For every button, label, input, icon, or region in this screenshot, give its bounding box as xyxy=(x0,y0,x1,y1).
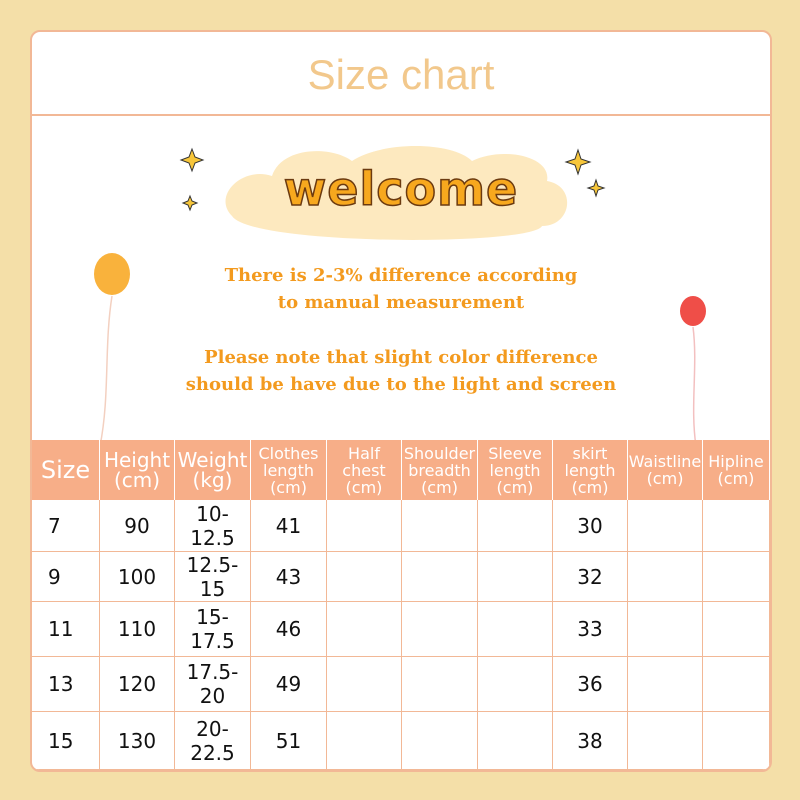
table-cell: 7 xyxy=(32,500,100,552)
table-cell xyxy=(628,552,703,602)
table-cell: 10-12.5 xyxy=(175,500,251,552)
table-cell xyxy=(703,602,770,657)
size-card: Size chart welcome There is 2-3% differe… xyxy=(30,30,772,772)
table-cell xyxy=(402,657,478,712)
table-cell xyxy=(402,500,478,552)
table-cell: 110 xyxy=(100,602,175,657)
table-cell xyxy=(703,500,770,552)
balloon xyxy=(680,296,706,326)
column-header: Half chest (cm) xyxy=(327,440,402,500)
note-line: should be have due to the light and scre… xyxy=(185,374,617,395)
sparkle xyxy=(564,148,592,176)
column-header: Size xyxy=(32,440,100,500)
table-cell xyxy=(402,712,478,770)
table-cell: 41 xyxy=(251,500,327,552)
column-header: Waistline (cm) xyxy=(628,440,703,500)
table-cell: 11 xyxy=(32,602,100,657)
table-cell xyxy=(327,602,402,657)
table-cell xyxy=(402,602,478,657)
table-cell xyxy=(703,552,770,602)
table-cell: 130 xyxy=(100,712,175,770)
note-line: There is 2-3% difference according xyxy=(224,265,578,286)
table-cell xyxy=(478,657,553,712)
table-cell xyxy=(703,712,770,770)
cloud xyxy=(225,146,568,240)
column-header: Clothes length (cm) xyxy=(251,440,327,500)
table-cell xyxy=(402,552,478,602)
column-header: Weight (kg) xyxy=(175,440,251,500)
table-cell: 15 xyxy=(32,712,100,770)
table-cell: 12.5-15 xyxy=(175,552,251,602)
table-cell: 120 xyxy=(100,657,175,712)
table-cell: 20-22.5 xyxy=(175,712,251,770)
table-cell: 9 xyxy=(32,552,100,602)
table-cell xyxy=(478,602,553,657)
table-cell xyxy=(478,552,553,602)
table-cell: 13 xyxy=(32,657,100,712)
table-cell xyxy=(478,712,553,770)
table-cell: 100 xyxy=(100,552,175,602)
column-header: Hipline (cm) xyxy=(703,440,770,500)
table-cell xyxy=(327,552,402,602)
table-cell xyxy=(628,657,703,712)
table-cell: 38 xyxy=(553,712,628,770)
sparkle xyxy=(179,147,205,173)
title: Size chart xyxy=(32,32,770,116)
balloon xyxy=(94,253,130,295)
table-cell: 43 xyxy=(251,552,327,602)
decoration xyxy=(94,146,706,447)
table-cell: 51 xyxy=(251,712,327,770)
sparkle xyxy=(586,178,606,198)
note-line: to manual measurement xyxy=(277,292,525,313)
table-cell: 30 xyxy=(553,500,628,552)
table-cell xyxy=(628,500,703,552)
sparkle xyxy=(181,194,199,212)
table-cell xyxy=(628,712,703,770)
table-cell xyxy=(327,657,402,712)
table-cell: 33 xyxy=(553,602,628,657)
table-cell xyxy=(478,500,553,552)
column-header: Height (cm) xyxy=(100,440,175,500)
table-cell xyxy=(703,657,770,712)
welcome: welcome xyxy=(283,161,519,217)
table-cell: 32 xyxy=(553,552,628,602)
table-cell: 46 xyxy=(251,602,327,657)
table-cell xyxy=(327,712,402,770)
table-cell: 36 xyxy=(553,657,628,712)
column-header: Sleeve length (cm) xyxy=(478,440,553,500)
table-cell: 49 xyxy=(251,657,327,712)
table-cell: 17.5-20 xyxy=(175,657,251,712)
column-header: Shoulder breadth (cm) xyxy=(402,440,478,500)
table-cell xyxy=(327,500,402,552)
table-cell: 15-17.5 xyxy=(175,602,251,657)
table-cell xyxy=(628,602,703,657)
column-header: skirt length (cm) xyxy=(553,440,628,500)
table-cell: 90 xyxy=(100,500,175,552)
note-line: Please note that slight color difference xyxy=(204,347,598,368)
